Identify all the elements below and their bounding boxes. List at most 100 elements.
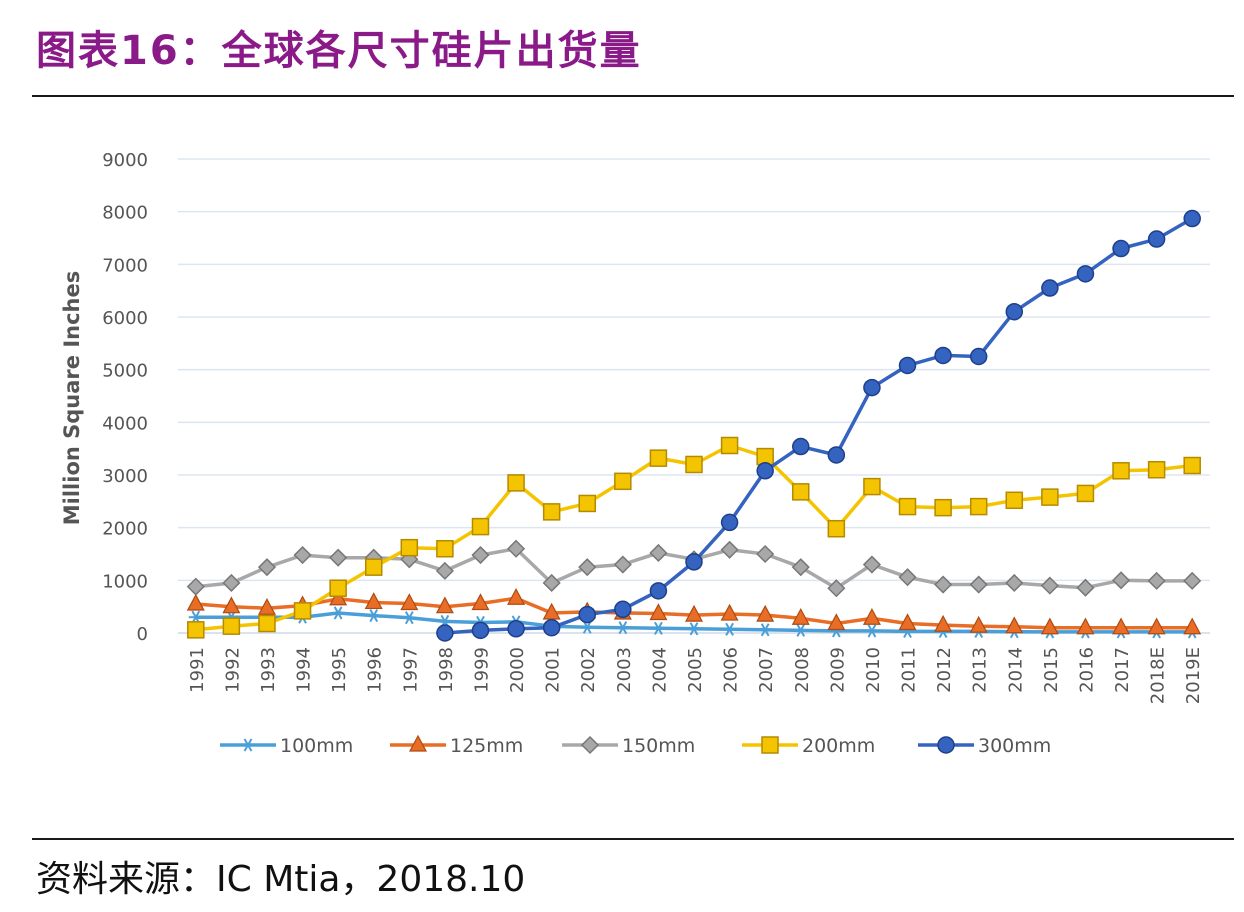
- data-point-125mm: [1112, 617, 1131, 635]
- legend-label: 150mm: [622, 735, 695, 757]
- data-point-150mm: [222, 573, 241, 593]
- x-tick-label: 2002: [578, 647, 599, 693]
- data-point-300mm: [969, 347, 988, 366]
- data-point-150mm: [649, 543, 668, 563]
- data-point-300mm: [436, 624, 454, 642]
- data-point-200mm: [329, 579, 347, 597]
- legend-marker: [580, 735, 600, 755]
- data-point-125mm: [364, 592, 383, 610]
- legend-marker: [937, 736, 955, 754]
- y-tick-label: 9000: [102, 150, 148, 171]
- data-point-100mm: [615, 621, 630, 635]
- data-point-200mm: [792, 483, 810, 501]
- y-tick-label: 3000: [102, 466, 148, 487]
- line-chart: 0 1000 2000 3000 4000 5000 6000 7000 8000 9000 Mi…: [60, 150, 1210, 757]
- data-point-200mm: [720, 436, 739, 455]
- data-point-150mm: [1005, 573, 1024, 593]
- x-tick-label: 1999: [471, 647, 492, 693]
- data-point-200mm: [364, 558, 383, 576]
- legend-item-150mm: 150mm: [562, 735, 695, 757]
- data-point-150mm: [578, 558, 597, 577]
- x-tick-label: 1994: [294, 647, 315, 693]
- y-tick-label: 2000: [102, 519, 148, 540]
- legend-marker: [241, 738, 255, 752]
- data-point-150mm: [613, 555, 632, 574]
- data-point-300mm: [542, 618, 561, 637]
- data-point-100mm: [366, 609, 381, 623]
- data-point-300mm: [863, 378, 881, 397]
- legend-marker: [409, 734, 427, 752]
- data-point-125mm: [222, 596, 241, 614]
- data-point-200mm: [1147, 460, 1166, 479]
- data-point-200mm: [507, 474, 525, 492]
- data-point-125mm: [1183, 617, 1202, 635]
- x-tick-label: 2018E: [1148, 647, 1169, 704]
- legend-label: 100mm: [280, 735, 353, 757]
- legend-label: 125mm: [450, 735, 523, 757]
- data-point-150mm: [1040, 576, 1059, 595]
- data-point-100mm: [687, 622, 701, 636]
- data-point-100mm: [793, 623, 808, 637]
- data-point-300mm: [1041, 279, 1059, 297]
- x-tick-label: 1996: [365, 647, 386, 693]
- data-point-125mm: [186, 593, 205, 611]
- data-point-150mm: [186, 577, 205, 596]
- x-tick-label: 2016: [1076, 647, 1097, 693]
- data-point-200mm: [293, 602, 312, 620]
- y-tick-label: 4000: [102, 413, 148, 434]
- y-tick-label: 6000: [102, 308, 148, 329]
- data-point-300mm: [1005, 302, 1024, 321]
- data-point-300mm: [1183, 209, 1201, 228]
- x-tick-label: 1998: [436, 647, 457, 693]
- series-200mm: [187, 436, 1201, 639]
- data-point-150mm: [720, 540, 739, 559]
- data-point-200mm: [1005, 491, 1024, 510]
- y-tick-label: 5000: [102, 361, 148, 382]
- legend-item-125mm: 125mm: [390, 734, 523, 757]
- data-point-200mm: [934, 498, 952, 517]
- x-tick-label: 2004: [649, 647, 670, 693]
- legend: 100mm 125mm 150mm 200mm 300mm: [220, 734, 1051, 757]
- data-point-150mm: [329, 548, 348, 567]
- series-300mm: [436, 209, 1201, 642]
- data-point-125mm: [471, 593, 490, 611]
- data-point-200mm: [578, 494, 596, 513]
- series-line-300mm: [444, 216, 1194, 635]
- legend-marker: [761, 736, 779, 754]
- data-point-200mm: [258, 614, 276, 633]
- data-point-200mm: [827, 519, 846, 538]
- chart-title: 图表16：全球各尺寸硅片出货量: [36, 28, 642, 74]
- data-point-125mm: [1040, 617, 1059, 635]
- y-tick-label: 0: [137, 624, 148, 645]
- x-tick-label: 1995: [329, 647, 350, 693]
- data-point-200mm: [1112, 462, 1130, 480]
- data-point-125mm: [756, 604, 775, 622]
- data-point-125mm: [898, 613, 917, 631]
- data-point-100mm: [864, 624, 879, 638]
- bottom-divider: [32, 838, 1234, 840]
- data-point-125mm: [1005, 616, 1024, 634]
- data-point-150mm: [1111, 571, 1131, 590]
- data-point-125mm: [329, 588, 348, 606]
- data-point-300mm: [756, 462, 774, 480]
- x-tick-label: 2005: [685, 647, 706, 693]
- x-tick-label: 1992: [222, 647, 243, 693]
- data-point-150mm: [756, 544, 775, 564]
- data-point-125mm: [1076, 617, 1095, 635]
- y-tick-label: 1000: [102, 571, 148, 592]
- data-point-200mm: [685, 455, 703, 474]
- data-point-300mm: [578, 605, 596, 624]
- data-point-150mm: [827, 579, 846, 598]
- data-point-125mm: [934, 614, 953, 632]
- data-point-200mm: [969, 497, 988, 516]
- x-tick-label: 2001: [543, 647, 564, 693]
- data-point-200mm: [863, 477, 881, 496]
- data-point-125mm: [862, 607, 881, 625]
- x-tick-label: 2006: [721, 647, 742, 693]
- data-point-200mm: [187, 621, 205, 639]
- data-point-300mm: [1147, 230, 1166, 248]
- x-tick-label: 2009: [827, 647, 848, 693]
- data-point-300mm: [934, 346, 952, 365]
- x-tick-label: 2011: [899, 647, 920, 693]
- x-tick-label: 2010: [863, 647, 884, 693]
